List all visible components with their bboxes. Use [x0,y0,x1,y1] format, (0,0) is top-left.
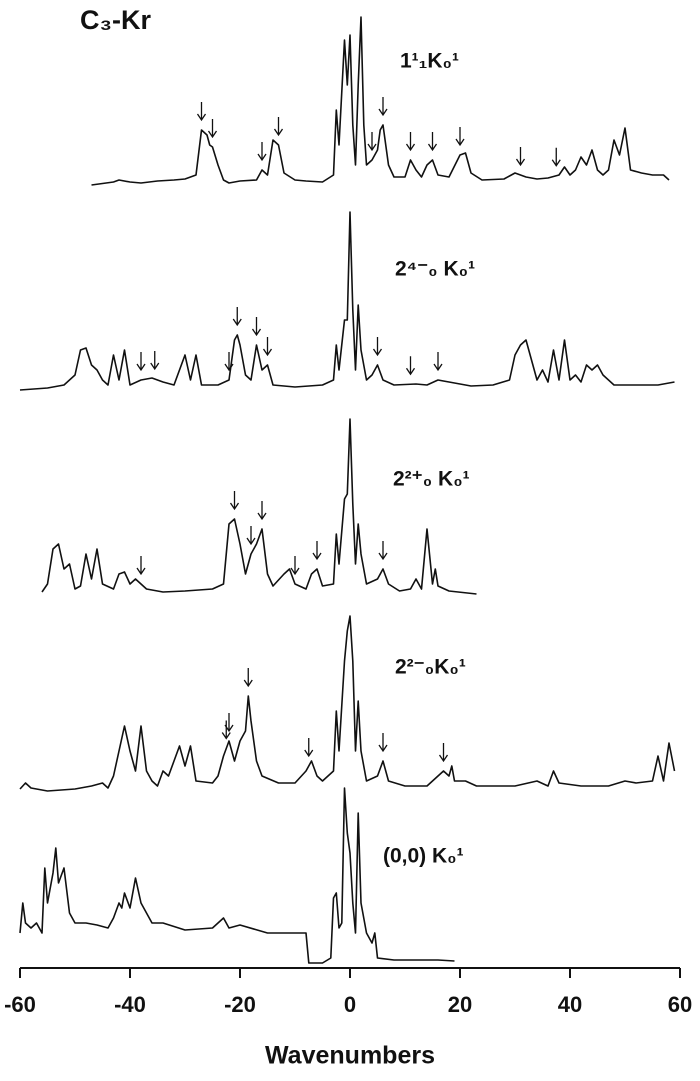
trace-label: 2²⁺₀ K₀¹ [393,468,470,491]
arrow-marker [207,119,218,139]
arrow-marker [229,491,240,511]
spectrum-trace [19,211,675,391]
arrow-marker [224,352,234,372]
trace-label: 1¹₁K₀¹ [400,50,459,73]
x-axis-label: Wavenumbers [265,1042,435,1070]
arrow-marker [150,351,160,371]
spectrum-trace [19,787,455,964]
arrow-marker [136,352,146,372]
arrow-marker [372,337,383,357]
arrow-marker [243,668,253,688]
arrow-marker [367,132,377,152]
arrow-marker [196,102,207,122]
arrow-marker [251,317,262,337]
arrow-marker [433,352,443,372]
x-tick-label: 40 [558,992,582,1017]
arrow-marker [221,720,231,740]
trace-label: (0,0) K₀¹ [383,845,464,868]
arrow-marker [257,501,267,521]
spectrum-trace [41,418,477,595]
x-tick-label: -20 [224,992,256,1017]
arrow-marker [262,337,273,357]
arrow-marker [136,556,146,576]
arrow-marker [232,307,242,327]
arrow-marker [551,147,561,167]
arrow-marker [455,127,465,147]
arrow-marker [378,541,388,561]
arrow-marker [246,526,256,546]
trace-label: 2²⁻₀K₀¹ [395,656,466,679]
x-tick-label: 60 [668,992,692,1017]
arrow-marker [378,97,388,117]
x-tick-label: 0 [344,992,356,1017]
arrow-marker [273,117,284,137]
arrow-marker [515,147,526,167]
arrow-marker [438,743,449,763]
arrow-marker [427,132,438,152]
arrow-marker [378,733,388,753]
x-tick-label: 20 [448,992,472,1017]
arrow-marker [257,142,267,162]
arrow-marker [304,738,314,758]
arrow-marker [312,541,322,561]
arrow-marker [405,356,416,376]
spectrum-trace [91,16,670,186]
spectrum-trace [19,615,676,792]
arrow-marker [290,556,300,576]
x-tick-label: -40 [114,992,146,1017]
arrow-marker [224,713,234,733]
trace-label: 2⁴⁻₀ K₀¹ [395,258,475,281]
arrow-marker [405,132,416,152]
chart-title: C₃-Kr [80,5,151,35]
x-tick-label: -60 [4,992,36,1017]
